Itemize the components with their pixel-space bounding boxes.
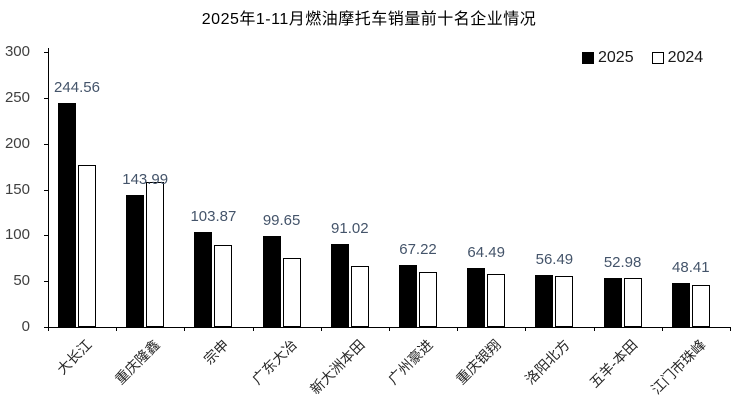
y-tick: [44, 52, 48, 53]
bar-2024-6: [419, 272, 437, 327]
x-tick: [320, 327, 322, 331]
bar-2025-2: [126, 195, 145, 327]
value-label: 91.02: [331, 219, 369, 237]
y-tick: [44, 97, 48, 99]
x-tick: [593, 327, 595, 331]
value-label: 67.22: [399, 241, 437, 259]
y-tick-label: 200: [4, 134, 30, 152]
y-tick-label: 250: [4, 88, 30, 106]
value-label: 56.49: [535, 251, 574, 269]
value-label: 48.41: [672, 258, 710, 276]
value-label: 52.98: [603, 254, 642, 272]
bar-2025-7: [467, 267, 486, 327]
y-tick-label: 0: [21, 318, 30, 335]
bar-2024-1: [78, 164, 96, 327]
y-tick: [44, 327, 48, 328]
bar-2024-9: [623, 277, 642, 327]
category-label: 广东大冶: [248, 336, 300, 388]
x-tick: [184, 327, 186, 331]
x-axis-line: [44, 327, 731, 328]
legend-label-2025: 2025: [598, 49, 634, 66]
category-label: 广州豪进: [384, 336, 436, 388]
x-tick: [116, 327, 118, 331]
category-label: 江门市珠峰: [647, 336, 709, 398]
x-tick: [730, 327, 731, 331]
bar-2024-8: [555, 275, 574, 327]
category-label: 洛阳北方: [521, 336, 573, 388]
category-label: 五羊-本田: [586, 336, 641, 391]
value-label: 99.65: [262, 211, 301, 229]
value-label: 244.56: [54, 78, 100, 96]
y-tick-label: 300: [4, 43, 30, 60]
bar-2025-4: [262, 235, 281, 327]
legend-item-2024: 2024: [651, 49, 704, 67]
y-tick-label: 100: [4, 226, 30, 244]
bar-2025-8: [535, 275, 554, 327]
bar-2025-1: [58, 102, 76, 327]
x-tick: [525, 327, 527, 331]
legend: 2025 2024: [582, 49, 703, 67]
y-tick: [44, 189, 48, 191]
bar-2025-5: [330, 243, 349, 327]
x-tick: [457, 327, 459, 331]
bar-2024-4: [282, 258, 301, 327]
category-label: 新大洲本田: [306, 336, 368, 398]
y-tick-label: 150: [4, 180, 30, 198]
category-label: 大长江: [53, 336, 95, 378]
bar-2025-10: [671, 282, 690, 327]
legend-swatch-2025-icon: [582, 52, 594, 64]
bar-2024-3: [214, 244, 233, 327]
bar-2025-6: [399, 265, 417, 327]
bar-2025-9: [603, 278, 622, 327]
chart-title: 2025年1-11月燃油摩托车销量前十名企业情况: [201, 11, 537, 28]
bar-2024-5: [350, 265, 369, 327]
y-tick-label: 50: [13, 272, 30, 290]
legend-swatch-2024-icon: [651, 52, 664, 64]
bar-2024-7: [487, 273, 506, 327]
x-tick: [252, 327, 254, 331]
value-label: 103.87: [190, 207, 237, 225]
y-tick: [44, 281, 48, 283]
x-tick: [48, 327, 49, 331]
y-tick: [44, 143, 48, 145]
value-label: 143.99: [122, 171, 169, 188]
category-label: 宗申: [200, 336, 232, 368]
legend-item-2025: 2025: [582, 49, 634, 67]
y-tick: [44, 235, 48, 237]
value-label: 64.49: [467, 243, 505, 261]
y-axis-line: [48, 48, 49, 328]
bar-2024-10: [691, 284, 710, 327]
category-label: 重庆银翔: [453, 336, 505, 388]
x-tick: [661, 327, 663, 331]
bar-2024-2: [146, 182, 165, 327]
category-label: 重庆隆鑫: [112, 336, 164, 388]
legend-label-2024: 2024: [667, 49, 704, 66]
bar-2025-3: [194, 231, 213, 327]
x-tick: [389, 327, 390, 331]
